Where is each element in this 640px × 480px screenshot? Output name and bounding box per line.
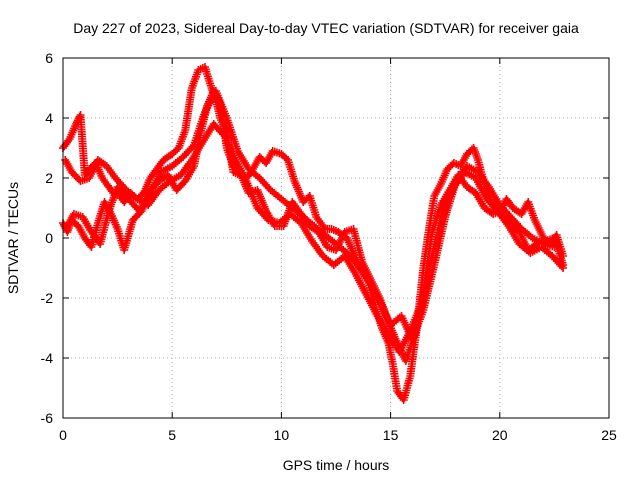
y-tick-label: 2 <box>45 170 53 186</box>
sdtvar-trace-a <box>59 63 568 404</box>
y-tick-label: -4 <box>41 350 54 366</box>
sdtvar-trace-d <box>63 87 559 344</box>
x-tick-label: 25 <box>601 427 617 443</box>
x-tick-label: 0 <box>59 427 67 443</box>
x-tick-label: 20 <box>492 427 508 443</box>
y-tick-label: 0 <box>45 230 53 246</box>
data-point-marker <box>557 262 566 271</box>
x-tick-label: 5 <box>168 427 176 443</box>
y-tick-label: -6 <box>41 410 54 426</box>
chart-title: Day 227 of 2023, Sidereal Day-to-day VTE… <box>73 20 579 36</box>
data-point-marker <box>188 142 197 151</box>
data-points <box>59 63 568 404</box>
y-tick-label: -2 <box>41 290 54 306</box>
x-axis-label: GPS time / hours <box>283 457 390 473</box>
data-point-marker <box>550 243 559 251</box>
x-tick-label: 10 <box>274 427 290 443</box>
y-tick-label: 6 <box>45 50 53 66</box>
x-tick-label: 15 <box>383 427 399 443</box>
data-point-marker <box>559 264 568 272</box>
grid-lines <box>63 58 609 418</box>
y-tick-label: 4 <box>45 110 53 126</box>
axis-ticks: 0 5 10 15 20 25 -6 -4 -2 0 2 4 6 <box>41 50 617 443</box>
y-axis-label: SDTVAR / TECUs <box>5 182 21 294</box>
